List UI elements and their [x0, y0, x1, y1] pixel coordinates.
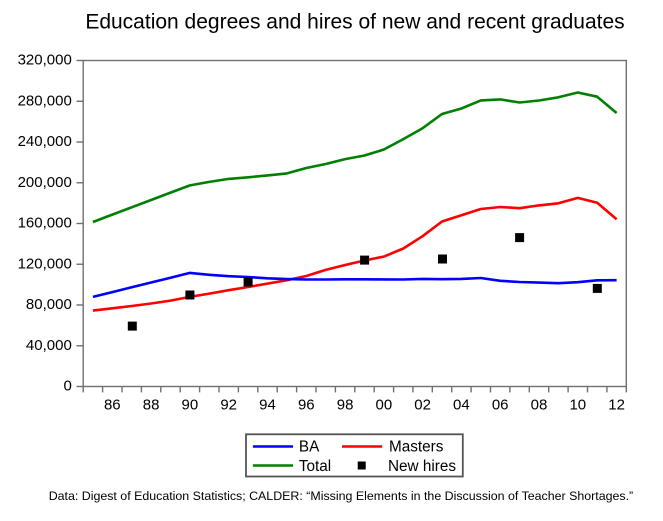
svg-text:00: 00: [376, 396, 393, 413]
svg-text:96: 96: [298, 396, 315, 413]
svg-text:280,000: 280,000: [18, 92, 72, 109]
svg-text:Masters: Masters: [389, 439, 444, 456]
svg-text:0: 0: [63, 378, 71, 395]
svg-text:Total: Total: [299, 458, 331, 475]
svg-text:98: 98: [337, 396, 354, 413]
svg-text:94: 94: [259, 396, 276, 413]
svg-text:06: 06: [492, 396, 509, 413]
svg-text:240,000: 240,000: [18, 133, 72, 150]
svg-text:160,000: 160,000: [18, 215, 72, 232]
svg-text:86: 86: [104, 396, 121, 413]
svg-text:320,000: 320,000: [18, 52, 72, 69]
svg-text:02: 02: [414, 396, 431, 413]
svg-text:88: 88: [143, 396, 160, 413]
svg-text:92: 92: [220, 396, 237, 413]
svg-text:10: 10: [569, 396, 586, 413]
svg-text:04: 04: [453, 396, 470, 413]
svg-text:120,000: 120,000: [18, 255, 72, 272]
svg-text:40,000: 40,000: [26, 337, 72, 354]
svg-text:12: 12: [608, 396, 625, 413]
svg-text:80,000: 80,000: [26, 296, 72, 313]
svg-text:90: 90: [182, 396, 199, 413]
svg-text:New hires: New hires: [388, 458, 456, 475]
svg-text:BA: BA: [299, 439, 320, 456]
svg-text:200,000: 200,000: [18, 174, 72, 191]
svg-text:Education degrees and hires of: Education degrees and hires of new and r…: [85, 11, 624, 34]
svg-text:08: 08: [531, 396, 548, 413]
svg-text:Data: Digest of Education Stat: Data: Digest of Education Statistics; CA…: [49, 489, 633, 503]
